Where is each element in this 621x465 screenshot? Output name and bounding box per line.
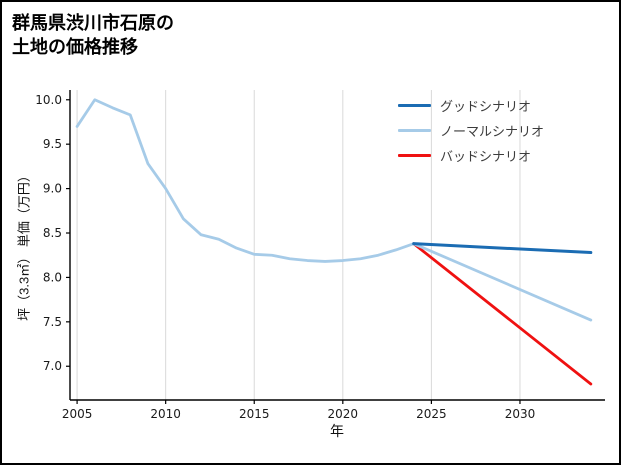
y-tick-label: 7.5 [43, 315, 62, 329]
y-tick-label: 7.0 [43, 359, 62, 373]
legend: グッドシナリオ ノーマルシナリオ バッドシナリオ [398, 93, 544, 168]
x-tick-label: 2010 [150, 407, 181, 421]
legend-line-normal-icon [398, 129, 431, 132]
legend-label-normal: ノーマルシナリオ [440, 124, 545, 139]
series-line-bad [412, 242, 593, 386]
chart-title-line1: 群馬県渋川市石原の [12, 13, 174, 33]
series-line-normal [75, 98, 593, 322]
legend-label-bad: バッドシナリオ [440, 149, 532, 164]
legend-item-good: グッドシナリオ [398, 93, 544, 118]
y-tick-label: 9.0 [43, 182, 62, 196]
x-tick-label: 2015 [239, 407, 270, 421]
x-tick-label: 2030 [505, 407, 536, 421]
x-tick-label: 2020 [328, 407, 359, 421]
y-tick-label: 8.0 [43, 270, 62, 284]
legend-label-good: グッドシナリオ [440, 99, 532, 114]
legend-item-normal: ノーマルシナリオ [398, 118, 544, 143]
legend-item-bad: バッドシナリオ [398, 143, 544, 168]
series-line-good [412, 242, 593, 255]
x-tick-label: 2005 [62, 407, 93, 421]
x-tick-label: 2025 [416, 407, 447, 421]
x-axis-label: 年 [330, 423, 344, 439]
y-axis-label: 坪（3.3㎡） 単価（万円） [16, 169, 32, 321]
y-tick-label: 9.5 [43, 137, 62, 151]
y-tick-label: 8.5 [43, 226, 62, 240]
chart-title: 群馬県渋川市石原の 土地の価格推移 [12, 11, 174, 59]
y-tick-label: 10.0 [35, 93, 62, 107]
chart-title-line2: 土地の価格推移 [12, 37, 138, 57]
legend-line-good-icon [398, 104, 431, 107]
legend-line-bad-icon [398, 154, 431, 157]
